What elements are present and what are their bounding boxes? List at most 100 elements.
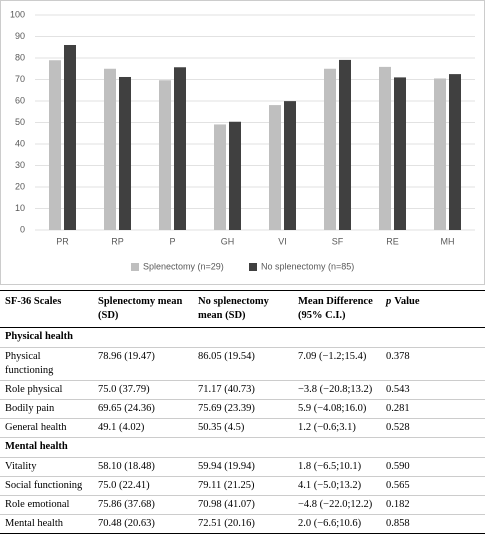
header-row: SF-36 Scales Splenectomy mean (SD) No sple… xyxy=(0,289,485,329)
y-tick-label: 100 xyxy=(10,9,25,19)
table-cell: Mental health xyxy=(0,514,93,535)
table-cell: 49.1 (4.02) xyxy=(93,418,193,438)
data-table: SF-36 Scales Splenectomy mean (SD) No sple… xyxy=(0,289,485,535)
bar xyxy=(159,80,171,230)
table-cell: 70.98 (41.07) xyxy=(193,494,293,515)
table-cell: 70.48 (20.63) xyxy=(93,514,193,535)
bar xyxy=(229,121,241,230)
table-cell: 0.565 xyxy=(381,475,485,496)
data-row: General health 49.1 (4.02) 50.35 (4.5) 1.2 … xyxy=(0,418,485,438)
legend-swatch xyxy=(249,263,257,271)
x-tick-label: VI xyxy=(278,236,287,246)
table-cell: 0.858 xyxy=(381,514,485,535)
table-cell: 58.10 (18.48) xyxy=(93,456,193,477)
empty-cell xyxy=(93,437,193,458)
data-row: Vitality 58.10 (18.48) 59.94 (19.94) 1.8 (−… xyxy=(0,456,485,477)
bar xyxy=(434,78,446,230)
bar xyxy=(379,66,391,230)
y-tick-label: 90 xyxy=(15,31,25,41)
data-row: Social functioning 75.0 (22.41) 79.11 (21.… xyxy=(0,475,485,496)
y-tick-label: 0 xyxy=(20,224,25,234)
table-cell: 69.65 (24.36) xyxy=(93,399,193,419)
bar xyxy=(449,74,461,230)
table-cell: 75.69 (23.39) xyxy=(193,399,293,419)
table-cell: 86.05 (19.54) xyxy=(193,346,293,381)
y-tick-label: 60 xyxy=(15,95,25,105)
table-cell: 50.35 (4.5) xyxy=(193,418,293,438)
header-cell: Mean Difference (95% C.I.) xyxy=(293,289,381,329)
section-row: Mental health xyxy=(0,437,485,458)
table-body: Physical health Physical functioning 78.96… xyxy=(0,327,485,535)
bar xyxy=(339,59,351,231)
y-tick-label: 80 xyxy=(15,52,25,62)
table-cell: 7.09 (−1.2;15.4) xyxy=(293,346,381,381)
table-cell: 5.9 (−4.08;16.0) xyxy=(293,399,381,419)
y-tick-label: 70 xyxy=(15,74,25,84)
table-cell: Social functioning xyxy=(0,475,93,496)
table-cell: 2.0 (−6.6;10.6) xyxy=(293,514,381,535)
y-tick-label: 30 xyxy=(15,160,25,170)
table-cell: 0.182 xyxy=(381,494,485,515)
chart: 0 10 20 30 40 50 60 70 80 90 100 PR RP P GH VI SF RE MH Spl… xyxy=(0,0,485,285)
empty-cell xyxy=(381,327,485,348)
table-cell: 72.51 (20.16) xyxy=(193,514,293,535)
table-cell: Physical functioning xyxy=(0,346,93,381)
table-cell: Bodily pain xyxy=(0,399,93,419)
x-tick-label: SF xyxy=(332,236,344,246)
header-symbol: p xyxy=(386,296,392,307)
table-cell: 59.94 (19.94) xyxy=(193,456,293,477)
table-cell: 71.17 (40.73) xyxy=(193,379,293,400)
section-cell: Physical health xyxy=(0,327,93,348)
table-cell: 1.2 (−0.6;3.1) xyxy=(293,418,381,438)
header-cell: p Value xyxy=(381,289,485,329)
bar xyxy=(324,68,336,230)
empty-cell xyxy=(381,437,485,458)
bar xyxy=(269,105,281,230)
x-tick-label: RP xyxy=(111,236,124,246)
table-cell: Vitality xyxy=(0,456,93,477)
table-cell: 0.378 xyxy=(381,346,485,381)
bar xyxy=(119,76,131,230)
table-cell: 78.96 (19.47) xyxy=(93,346,193,381)
table-cell: 0.590 xyxy=(381,456,485,477)
bar xyxy=(174,67,186,230)
y-tick-label: 10 xyxy=(15,203,25,213)
x-tick-label: PR xyxy=(56,236,69,246)
data-row: Mental health 70.48 (20.63) 72.51 (20.16) 2… xyxy=(0,514,485,535)
section-row: Physical health xyxy=(0,327,485,348)
empty-cell xyxy=(293,327,381,348)
empty-cell xyxy=(193,327,293,348)
empty-cell xyxy=(93,327,193,348)
x-tick-label: P xyxy=(169,236,175,246)
bar xyxy=(284,101,296,230)
legend-label: No splenectomy (n=85) xyxy=(261,261,354,271)
bar xyxy=(394,77,406,230)
table-cell: 4.1 (−5.0;13.2) xyxy=(293,475,381,496)
table-cell: Role physical xyxy=(0,379,93,400)
bar xyxy=(104,68,116,230)
bar xyxy=(49,60,61,231)
header-cell: SF-36 Scales xyxy=(0,289,93,329)
section-cell: Mental health xyxy=(0,437,93,458)
data-row: Role physical 75.0 (37.79) 71.17 (40.73) −3… xyxy=(0,379,485,400)
x-tick-label: MH xyxy=(441,236,455,246)
y-tick-label: 20 xyxy=(15,181,25,191)
table-cell: 0.543 xyxy=(381,379,485,400)
empty-cell xyxy=(193,437,293,458)
table-cell: 0.528 xyxy=(381,418,485,438)
table-cell: −3.8 (−20.8;13.2) xyxy=(293,379,381,400)
empty-cell xyxy=(293,437,381,458)
bar xyxy=(64,44,76,231)
y-tick-label: 40 xyxy=(15,138,25,148)
legend-label: Splenectomy (n=29) xyxy=(143,261,224,271)
legend-swatch xyxy=(131,263,139,271)
x-tick-label: GH xyxy=(221,236,235,246)
header-cell: No splenectomy mean (SD) xyxy=(193,289,293,329)
table-cell: 79.11 (21.25) xyxy=(193,475,293,496)
data-row: Physical functioning 78.96 (19.47) 86.05 (… xyxy=(0,346,485,381)
table-cell: 0.281 xyxy=(381,399,485,419)
table-cell: General health xyxy=(0,418,93,438)
table-cell: −4.8 (−22.0;12.2) xyxy=(293,494,381,515)
table-cell: 1.8 (−6.5;10.1) xyxy=(293,456,381,477)
